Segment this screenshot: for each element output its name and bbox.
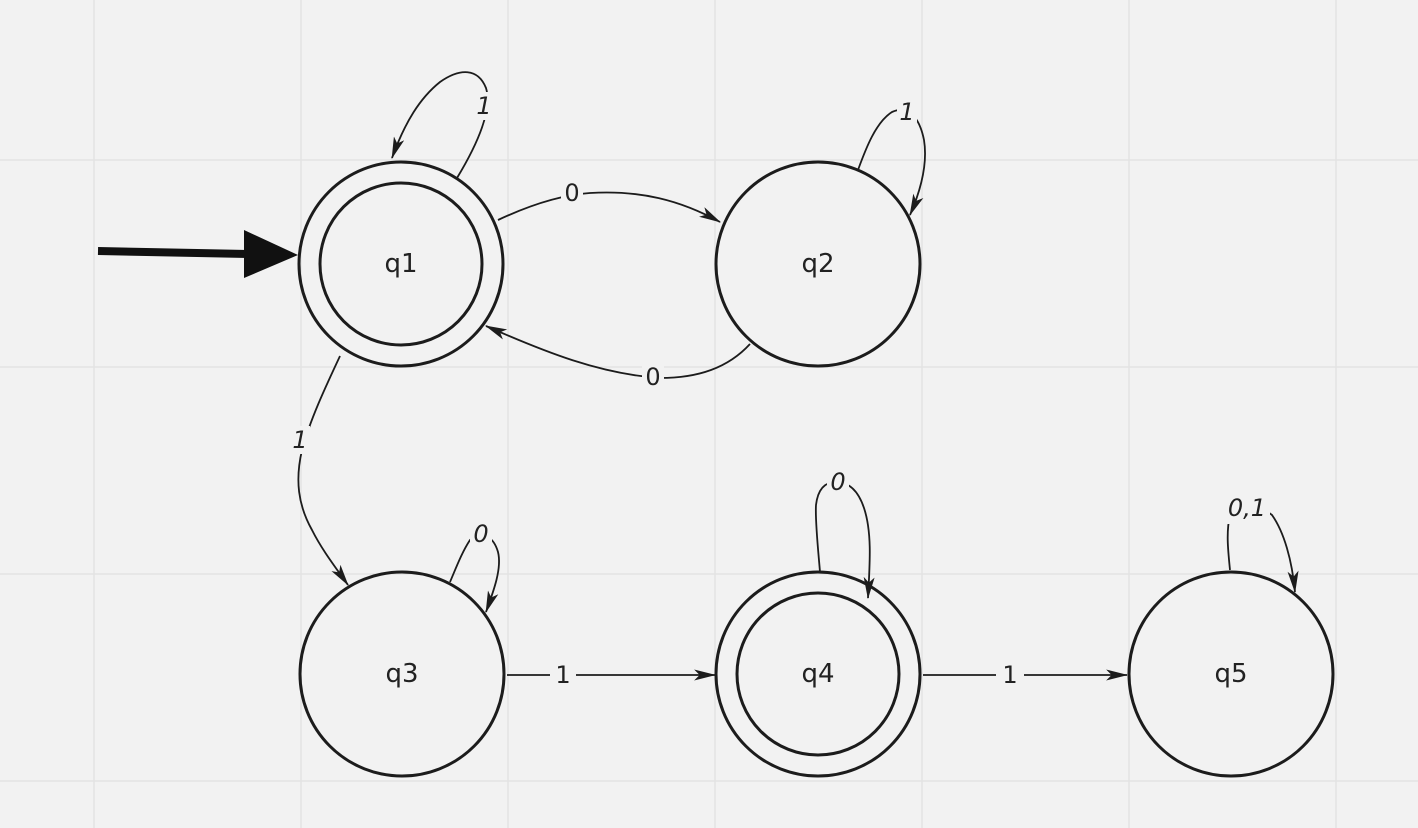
transition-q2-q1: 0 bbox=[484, 325, 751, 392]
state-q4: q4 bbox=[714, 570, 922, 778]
state-q5: q5 bbox=[1127, 570, 1335, 778]
transition-q2-q2: 1 bbox=[857, 98, 926, 217]
state-q3: q3 bbox=[298, 570, 506, 778]
transition-label: 0 bbox=[830, 468, 845, 496]
state-label: q4 bbox=[801, 659, 834, 689]
transition-label: 1 bbox=[292, 426, 307, 454]
state-q2: q2 bbox=[714, 160, 922, 368]
transition-q3-q3: 0 bbox=[449, 520, 500, 614]
transition-label: 1 bbox=[1002, 661, 1017, 689]
transition-label: 1 bbox=[476, 92, 491, 120]
transition-label: 0,1 bbox=[1228, 494, 1266, 522]
transition-q4-q4: 0 bbox=[814, 468, 875, 600]
transition-q1-q2: 0 bbox=[497, 178, 721, 223]
state-label: q2 bbox=[801, 249, 834, 279]
state-label: q1 bbox=[384, 249, 417, 279]
accepting-ring bbox=[735, 591, 901, 757]
transition-q1-q3: 1 bbox=[290, 355, 349, 586]
transition-label: 0 bbox=[564, 179, 579, 207]
transition-q5-q5: 0,1 bbox=[1224, 494, 1299, 594]
transition-label: 1 bbox=[899, 98, 914, 126]
transition-label: 0 bbox=[645, 363, 660, 391]
transition-q3-q4: 1 bbox=[507, 660, 717, 690]
transition-q4-q5: 1 bbox=[923, 660, 1129, 690]
state-label: q5 bbox=[1214, 659, 1247, 689]
transition-q1-q1: 1 bbox=[391, 71, 494, 179]
state-label: q3 bbox=[385, 659, 418, 689]
state-q1: q1 bbox=[297, 160, 505, 368]
start-arrow bbox=[97, 230, 298, 278]
transition-label: 0 bbox=[473, 520, 488, 548]
accepting-ring bbox=[318, 181, 484, 347]
transition-label: 1 bbox=[555, 661, 570, 689]
